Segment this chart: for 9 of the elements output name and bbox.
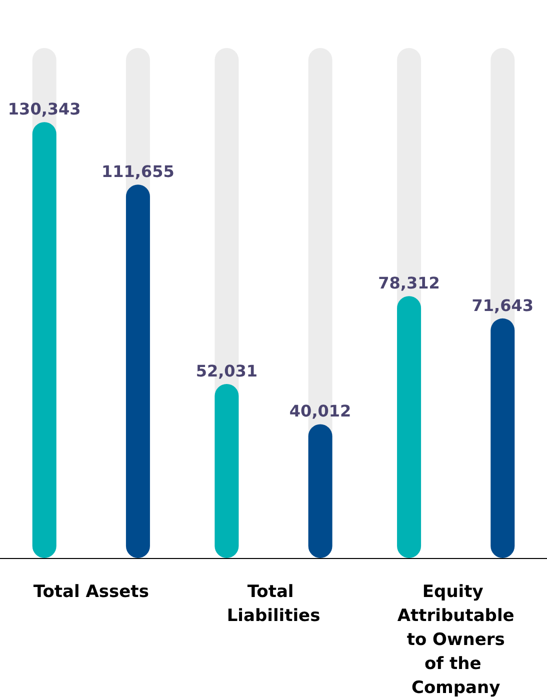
data-label: 78,312 xyxy=(378,274,440,293)
data-label: 40,012 xyxy=(289,402,352,421)
x-tick-label: Total Liabilities xyxy=(226,582,320,626)
data-label: 52,031 xyxy=(196,361,258,380)
x-tick-label: Total Assets xyxy=(33,582,149,602)
data-label: 111,655 xyxy=(102,162,174,182)
x-tick-label: Equity Attributable to Owners of the Company xyxy=(397,582,514,698)
data-label: 71,643 xyxy=(472,296,534,315)
data-label: 130,343 xyxy=(8,100,81,119)
